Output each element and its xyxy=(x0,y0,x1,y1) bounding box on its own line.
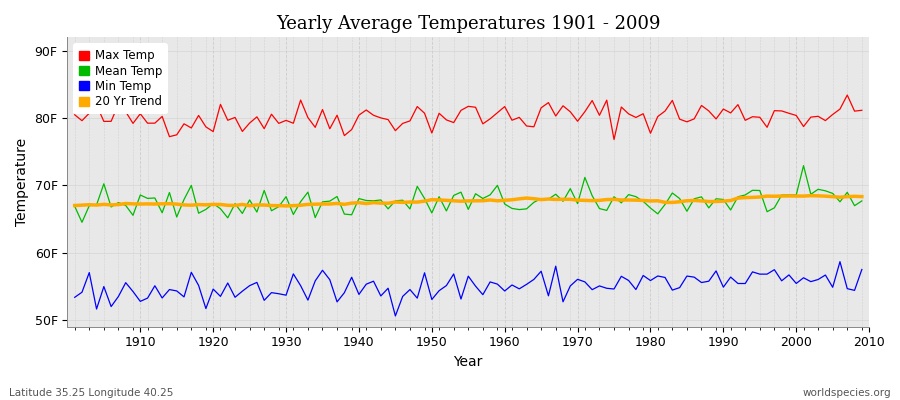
Title: Yearly Average Temperatures 1901 - 2009: Yearly Average Temperatures 1901 - 2009 xyxy=(276,15,661,33)
Text: Latitude 35.25 Longitude 40.25: Latitude 35.25 Longitude 40.25 xyxy=(9,388,174,398)
Text: worldspecies.org: worldspecies.org xyxy=(803,388,891,398)
Legend: Max Temp, Mean Temp, Min Temp, 20 Yr Trend: Max Temp, Mean Temp, Min Temp, 20 Yr Tre… xyxy=(73,43,167,114)
X-axis label: Year: Year xyxy=(454,355,483,369)
Y-axis label: Temperature: Temperature xyxy=(15,138,29,226)
